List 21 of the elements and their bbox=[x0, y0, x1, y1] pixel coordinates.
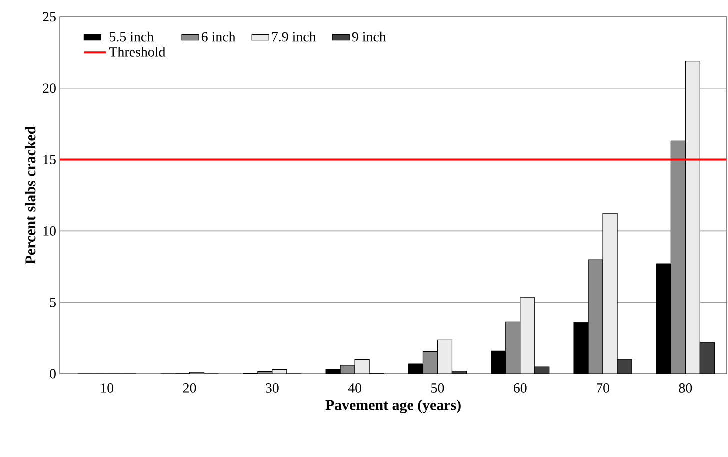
x-tick-label: 50 bbox=[432, 384, 444, 393]
y-axis-title: Percent slabs cracked bbox=[25, 126, 36, 264]
y-tick-label: 10 bbox=[44, 226, 56, 236]
x-tick-label: 40 bbox=[348, 384, 362, 393]
y-tick-label: 5 bbox=[50, 298, 56, 308]
y-tick-label: 0 bbox=[50, 369, 56, 379]
legend-label: 7.9 inch bbox=[272, 32, 316, 42]
legend-label: 5.5 inch bbox=[110, 32, 154, 42]
x-tick-label: 70 bbox=[596, 384, 610, 393]
y-tick-label: 15 bbox=[44, 155, 56, 164]
x-tick-label: 80 bbox=[679, 384, 692, 393]
y-tick-label: 20 bbox=[43, 84, 56, 94]
x-tick-label: 60 bbox=[514, 384, 527, 393]
x-axis-title: Pavement age (years) bbox=[326, 400, 461, 414]
y-tick-label: 25 bbox=[43, 12, 56, 22]
legend-label: 9 inch bbox=[352, 32, 386, 42]
x-tick-label: 30 bbox=[266, 384, 279, 393]
legend-label: Threshold bbox=[109, 47, 166, 57]
legend-label: 6 inch bbox=[202, 32, 236, 42]
x-tick-label: 10 bbox=[101, 384, 114, 393]
x-tick-label: 20 bbox=[183, 384, 196, 393]
